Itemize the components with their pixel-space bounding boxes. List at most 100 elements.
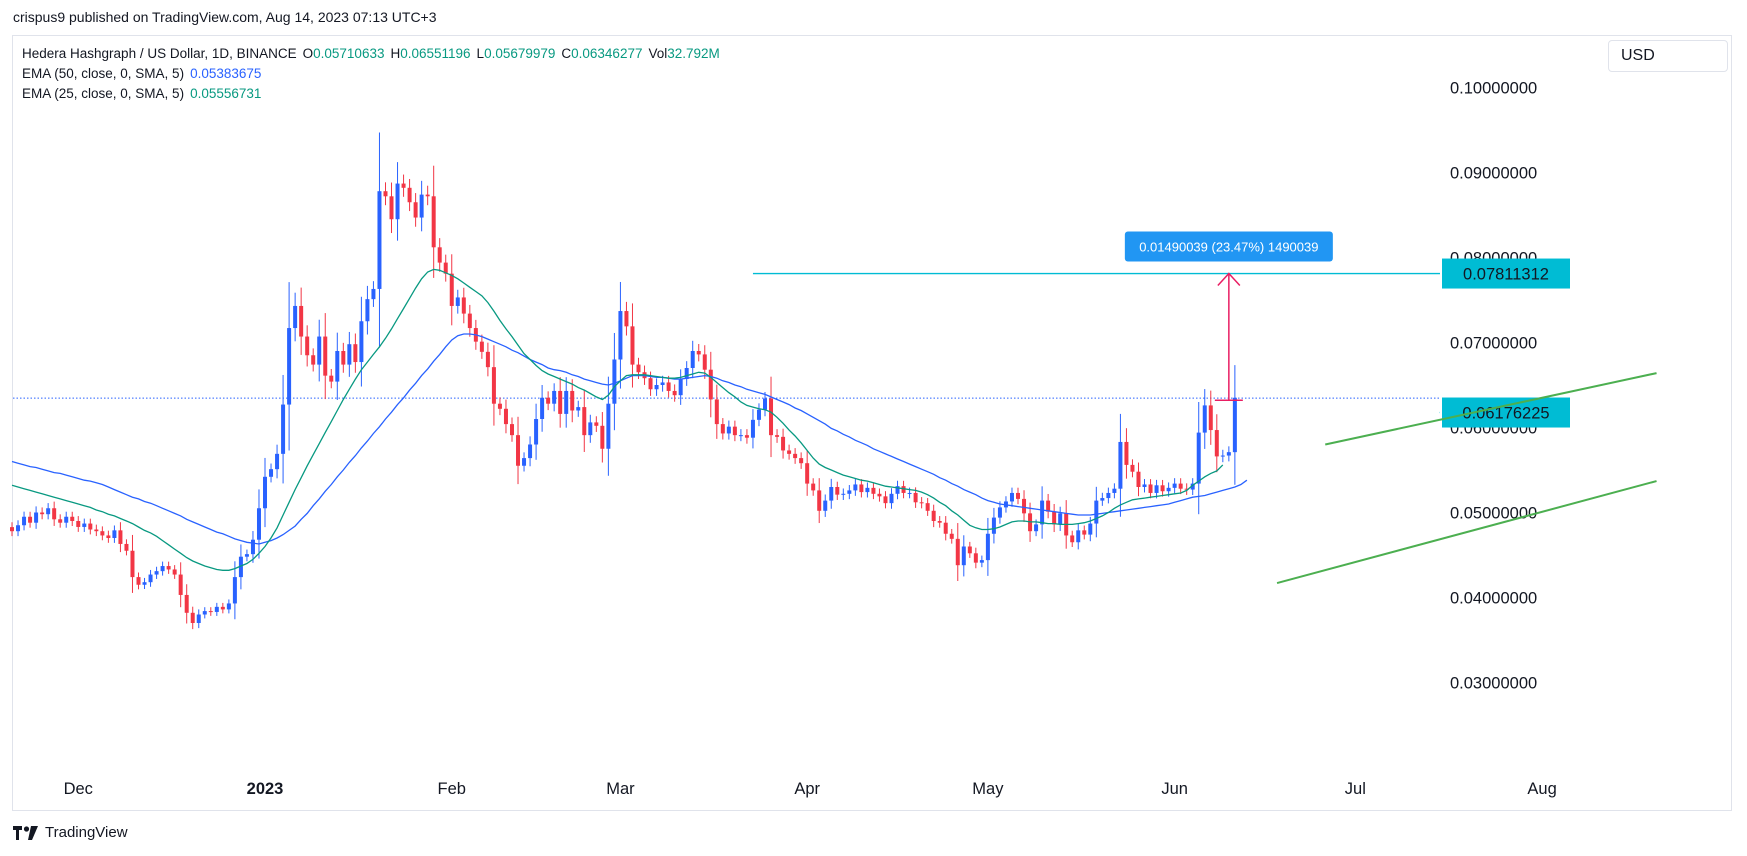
candle-body bbox=[244, 554, 249, 557]
candle-body bbox=[1202, 405, 1207, 433]
ema50-line bbox=[11, 333, 1248, 545]
high-value: 0.06551196 bbox=[400, 46, 471, 61]
candle-body bbox=[64, 516, 69, 523]
ohlc-low: L0.05679979 bbox=[477, 44, 556, 64]
candle-body bbox=[720, 424, 725, 434]
candle-body bbox=[1196, 432, 1201, 484]
candle-body bbox=[1034, 524, 1039, 532]
candle-body bbox=[805, 463, 810, 484]
candle-body bbox=[708, 369, 713, 400]
candle-body bbox=[184, 594, 189, 613]
candle-body bbox=[124, 543, 129, 551]
ohlc-close: C0.06346277 bbox=[561, 44, 642, 64]
candle-body bbox=[1184, 488, 1189, 490]
candle-body bbox=[10, 527, 14, 532]
candle-body bbox=[907, 492, 912, 494]
candle-body bbox=[299, 305, 304, 337]
candle-body bbox=[377, 191, 382, 289]
x-tick-label: 2023 bbox=[247, 780, 284, 798]
candle-body bbox=[371, 288, 376, 300]
volume-value: 32.792M bbox=[667, 46, 720, 61]
candle-body bbox=[690, 351, 695, 368]
candle-body bbox=[1214, 430, 1219, 457]
channel-upper-line bbox=[1325, 372, 1657, 446]
candle-body bbox=[895, 486, 900, 494]
candle-body bbox=[226, 603, 231, 610]
candle-body bbox=[214, 606, 219, 612]
ohlc-high: H0.06551196 bbox=[390, 44, 470, 64]
open-label: O bbox=[302, 46, 314, 61]
candle-body bbox=[1160, 485, 1165, 492]
candle-body bbox=[208, 611, 213, 613]
candle-body bbox=[672, 390, 677, 396]
candle-body bbox=[871, 487, 876, 494]
x-tick-label: Jun bbox=[1161, 780, 1188, 798]
candle-body bbox=[841, 493, 846, 495]
candle-body bbox=[654, 385, 659, 390]
currency-button[interactable]: USD bbox=[1608, 40, 1728, 72]
candle-body bbox=[503, 408, 508, 425]
close-label: C bbox=[561, 46, 572, 61]
candle-body bbox=[317, 336, 322, 365]
candle-body bbox=[997, 507, 1002, 518]
ema25-label: EMA (25, close, 0, SMA, 5) bbox=[22, 86, 185, 101]
candle-body bbox=[702, 354, 707, 370]
candle-body bbox=[738, 435, 743, 437]
candle-body bbox=[931, 510, 936, 521]
candle-body bbox=[763, 398, 767, 410]
tradingview-brand[interactable]: TradingView bbox=[13, 824, 128, 841]
ema50-row[interactable]: EMA (50, close, 0, SMA, 5) 0.05383675 bbox=[22, 64, 720, 84]
candle-body bbox=[1208, 405, 1213, 431]
candle-body bbox=[28, 516, 33, 523]
candle-body bbox=[696, 351, 701, 355]
candle-body bbox=[1178, 483, 1183, 489]
candle-body bbox=[714, 399, 719, 425]
candle-body bbox=[630, 326, 635, 365]
candle-body bbox=[889, 493, 894, 504]
candle-body bbox=[678, 379, 683, 396]
y-tick-label: 0.09000000 bbox=[1450, 165, 1537, 183]
candle-body bbox=[443, 262, 448, 274]
candle-body bbox=[1124, 441, 1129, 465]
candle-body bbox=[732, 426, 737, 436]
candle-body bbox=[142, 582, 147, 585]
candle-body bbox=[305, 336, 310, 356]
high-label: H bbox=[390, 46, 401, 61]
candle-body bbox=[648, 378, 653, 390]
candle-body bbox=[1070, 535, 1075, 543]
x-tick-label: May bbox=[972, 780, 1004, 798]
candle-body bbox=[1130, 464, 1135, 472]
close-value: 0.06346277 bbox=[571, 46, 643, 61]
candle-body bbox=[389, 196, 394, 220]
candle-body bbox=[859, 484, 864, 493]
candle-body bbox=[847, 490, 852, 494]
candle-body bbox=[281, 404, 286, 454]
candle-body bbox=[853, 484, 858, 491]
candle-body bbox=[359, 321, 364, 363]
ema50-value: 0.05383675 bbox=[190, 66, 262, 81]
candle-body bbox=[1009, 492, 1014, 502]
candle-body bbox=[1166, 487, 1171, 492]
candle-body bbox=[148, 574, 153, 583]
candle-body bbox=[118, 530, 123, 544]
candle-body bbox=[787, 450, 792, 454]
candle-body bbox=[582, 407, 587, 436]
candle-body bbox=[1094, 500, 1099, 524]
candle-body bbox=[341, 351, 346, 365]
candle-body bbox=[485, 351, 490, 368]
candle-body bbox=[925, 503, 930, 511]
candle-body bbox=[1046, 500, 1051, 512]
ema25-row[interactable]: EMA (25, close, 0, SMA, 5) 0.05556731 bbox=[22, 84, 720, 104]
y-tick-label: 0.03000000 bbox=[1450, 675, 1537, 693]
open-value: 0.05710633 bbox=[313, 46, 385, 61]
candle-body bbox=[985, 533, 990, 561]
candle-body bbox=[58, 519, 63, 523]
y-tick-label: 0.10000000 bbox=[1450, 80, 1537, 98]
candle-body bbox=[190, 612, 195, 623]
candle-body bbox=[1040, 500, 1045, 525]
candle-body bbox=[413, 202, 418, 218]
candle-body bbox=[817, 490, 822, 511]
candle-body bbox=[865, 487, 870, 493]
candle-body bbox=[612, 359, 617, 404]
